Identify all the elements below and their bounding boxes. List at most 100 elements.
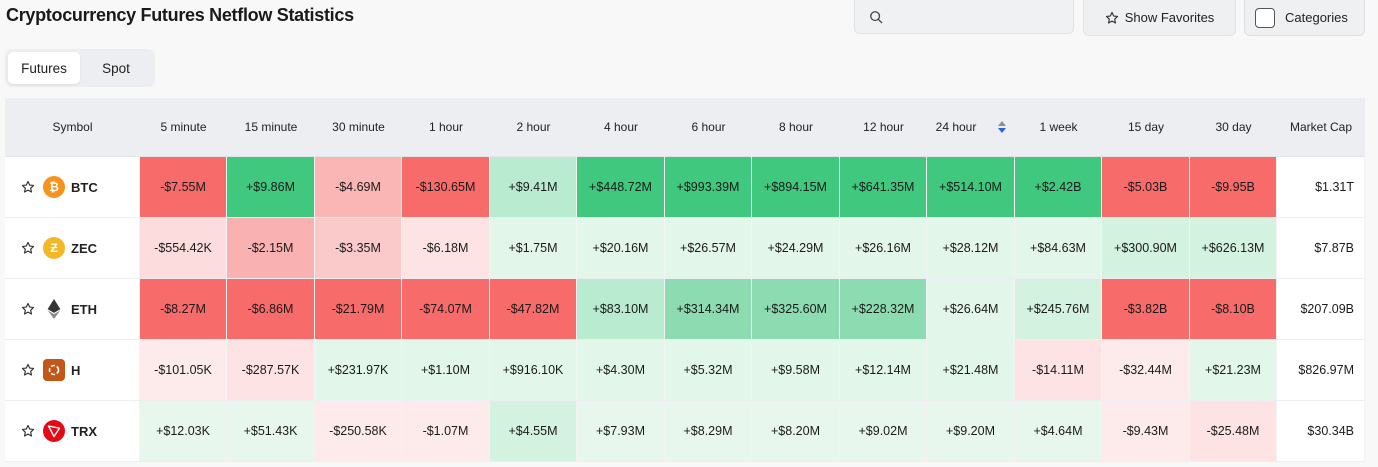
symbol-label: ETH [71, 301, 97, 317]
favorite-star-icon[interactable] [21, 241, 35, 255]
netflow-cell: +$314.34M [665, 279, 752, 339]
column-header-8-hour[interactable]: 8 hour [752, 98, 840, 156]
column-header-1-hour[interactable]: 1 hour [402, 98, 490, 156]
netflow-cell: +$26.64M [927, 279, 1015, 339]
categories-button[interactable]: Categories [1244, 0, 1365, 36]
netflow-cell: +$4.30M [577, 340, 665, 400]
market-cap-cell: $7.87B [1277, 218, 1365, 278]
netflow-cell: -$250.58K [315, 401, 402, 461]
netflow-cell: +$28.12M [927, 218, 1015, 278]
favorite-star-icon[interactable] [21, 180, 35, 194]
column-header-label: Market Cap [1289, 120, 1353, 134]
netflow-cell: -$130.65M [402, 157, 490, 217]
zcash-icon: Ƶ [43, 237, 65, 259]
netflow-cell: +$9.02M [840, 401, 927, 461]
column-header-label: 6 hour [691, 120, 726, 134]
netflow-cell: +$21.23M [1190, 340, 1277, 400]
netflow-cell: +$231.97K [315, 340, 402, 400]
table-row[interactable]: TRX +$12.03K +$51.43K -$250.58K -$1.07M +$4.5… [5, 401, 1365, 462]
favorite-star-icon[interactable] [21, 363, 35, 377]
netflow-cell: -$101.05K [140, 340, 227, 400]
table-body: ₿ BTC -$7.55M +$9.86M -$4.69M -$130.65M +$9.41… [5, 157, 1365, 462]
table-header: Symbol 5 minute 15 minute 30 minute 1 hour 2 … [5, 98, 1365, 157]
search-box[interactable] [854, 0, 1074, 34]
column-header-30-day[interactable]: 30 day [1190, 98, 1277, 156]
categories-checkbox[interactable] [1255, 7, 1275, 28]
column-header-24-hour[interactable]: 24 hour [927, 98, 1015, 156]
column-header-2-hour[interactable]: 2 hour [490, 98, 577, 156]
netflow-cell: -$47.82M [490, 279, 577, 339]
netflow-cell: -$9.95B [1190, 157, 1277, 217]
table-row[interactable]: ETH -$8.27M -$6.86M -$21.79M -$74.07M -$47.82… [5, 279, 1365, 340]
netflow-cell: -$6.86M [227, 279, 315, 339]
symbol-cell: ETH [5, 279, 140, 339]
netflow-cell: +$83.10M [577, 279, 665, 339]
netflow-cell: +$626.13M [1190, 218, 1277, 278]
netflow-cell: +$5.32M [665, 340, 752, 400]
column-header-5-minute[interactable]: 5 minute [140, 98, 227, 156]
netflow-cell: +$51.43K [227, 401, 315, 461]
column-header-label: 4 hour [603, 120, 639, 134]
netflow-table: Symbol 5 minute 15 minute 30 minute 1 hour 2 … [5, 98, 1365, 462]
tab-futures[interactable]: Futures [8, 52, 80, 84]
netflow-cell: +$228.32M [840, 279, 927, 339]
column-header-label: 30 day [1215, 120, 1252, 134]
column-header-market-cap[interactable]: Market Cap [1277, 98, 1365, 156]
netflow-cell: +$26.57M [665, 218, 752, 278]
netflow-cell: -$32.44M [1102, 340, 1190, 400]
netflow-cell: +$916.10K [490, 340, 577, 400]
netflow-cell: +$1.75M [490, 218, 577, 278]
column-header-label: 12 hour [863, 120, 904, 134]
netflow-cell: -$8.27M [140, 279, 227, 339]
netflow-cell: +$894.15M [752, 157, 840, 217]
netflow-cell: -$5.03B [1102, 157, 1190, 217]
column-header-12-hour[interactable]: 12 hour [840, 98, 927, 156]
column-header-label: 1 week [1039, 120, 1078, 134]
table-row[interactable]: H -$101.05K -$287.57K +$231.97K +$1.10M +$916… [5, 340, 1365, 401]
search-icon [870, 10, 883, 23]
star-icon [1105, 11, 1118, 24]
column-header-label: 2 hour [516, 120, 551, 134]
column-header-1-week[interactable]: 1 week [1015, 98, 1102, 156]
column-header-label: 5 minute [160, 120, 207, 134]
netflow-cell: +$7.93M [577, 401, 665, 461]
netflow-cell: -$21.79M [315, 279, 402, 339]
show-favorites-button[interactable]: Show Favorites [1083, 0, 1236, 36]
symbol-label: H [71, 362, 81, 378]
column-header-label: Symbol [52, 120, 93, 134]
table-row[interactable]: Ƶ ZEC -$554.42K -$2.15M -$3.35M -$6.18M +$1.75… [5, 218, 1365, 279]
categories-label: Categories [1285, 10, 1348, 25]
netflow-cell: +$9.41M [490, 157, 577, 217]
netflow-cell: +$993.39M [665, 157, 752, 217]
column-header-6-hour[interactable]: 6 hour [665, 98, 752, 156]
symbol-cell: ₿ BTC [5, 157, 140, 217]
favorite-star-icon[interactable] [21, 302, 35, 316]
netflow-cell: -$6.18M [402, 218, 490, 278]
netflow-cell: +$641.35M [840, 157, 927, 217]
favorite-star-icon[interactable] [21, 424, 35, 438]
column-header-label: 1 hour [428, 120, 464, 134]
sort-icon[interactable] [998, 121, 1007, 133]
column-header-15-day[interactable]: 15 day [1102, 98, 1190, 156]
tab-spot[interactable]: Spot [102, 60, 130, 76]
netflow-cell: -$3.35M [315, 218, 402, 278]
netflow-cell: +$4.55M [490, 401, 577, 461]
symbol-label: BTC [71, 179, 98, 195]
column-header-label: 24 hour [935, 120, 977, 134]
netflow-cell: +$9.20M [927, 401, 1015, 461]
column-header-symbol[interactable]: Symbol [5, 98, 140, 156]
column-header-15-minute[interactable]: 15 minute [227, 98, 315, 156]
symbol-cell: TRX [5, 401, 140, 461]
netflow-cell: -$4.69M [315, 157, 402, 217]
netflow-cell: +$12.14M [840, 340, 927, 400]
netflow-cell: +$84.63M [1015, 218, 1102, 278]
column-header-30-minute[interactable]: 30 minute [315, 98, 402, 156]
search-input[interactable] [891, 9, 1073, 24]
table-row[interactable]: ₿ BTC -$7.55M +$9.86M -$4.69M -$130.65M +$9.41… [5, 157, 1365, 218]
netflow-cell: +$300.90M [1102, 218, 1190, 278]
column-header-4-hour[interactable]: 4 hour [577, 98, 665, 156]
netflow-cell: +$12.03K [140, 401, 227, 461]
netflow-cell: +$514.10M [927, 157, 1015, 217]
market-cap-cell: $1.31T [1277, 157, 1365, 217]
netflow-cell: +$26.16M [840, 218, 927, 278]
